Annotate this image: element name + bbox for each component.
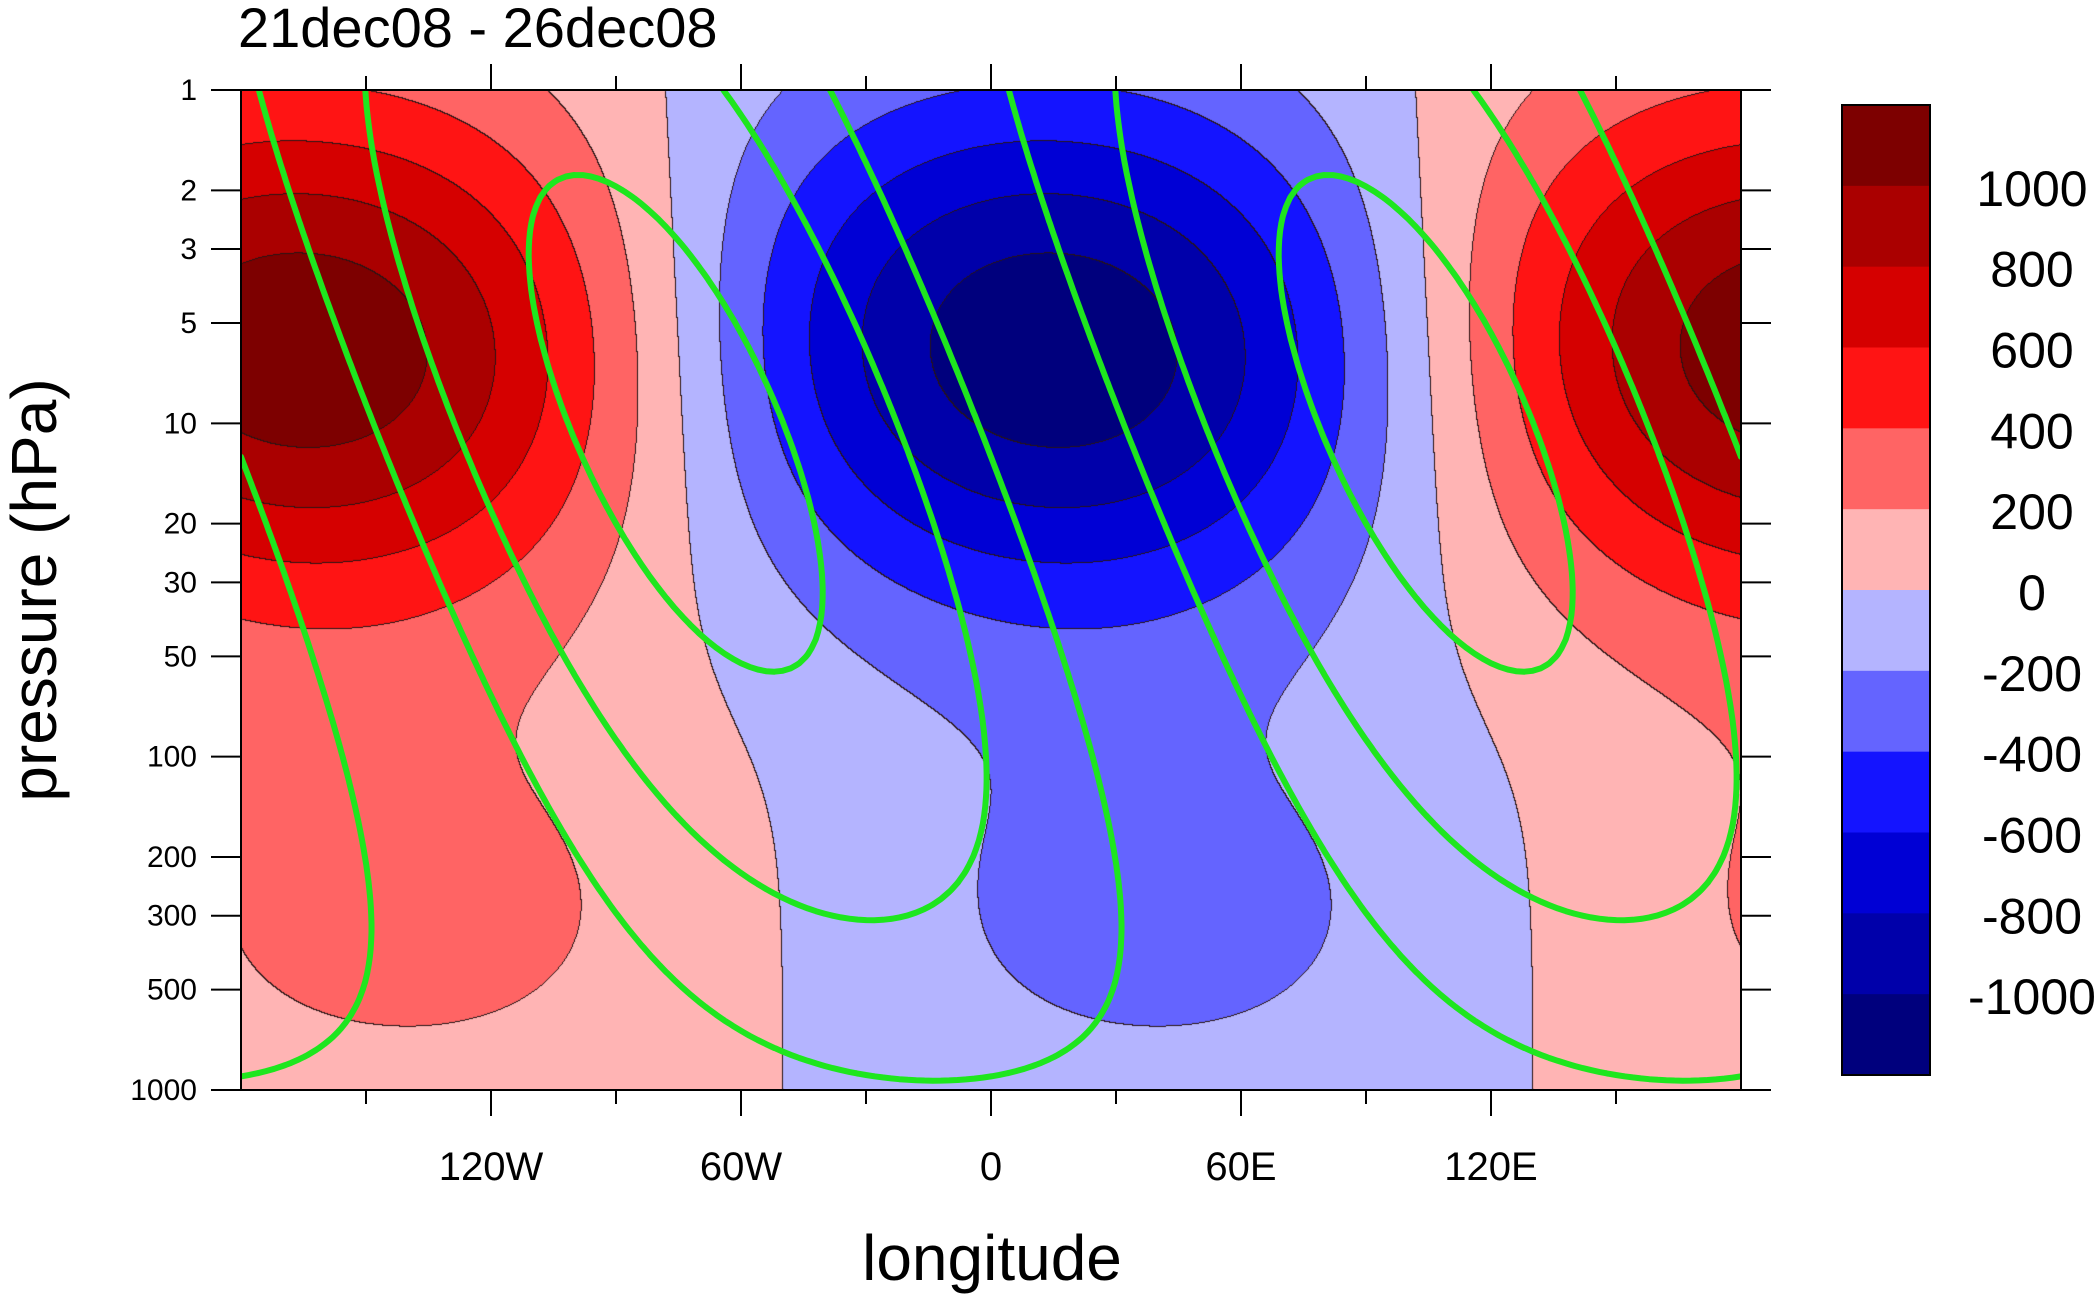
y-tick-11: 500 <box>147 974 1771 1007</box>
y-tick-1: 2 <box>180 174 1771 207</box>
solid-contour-4 <box>1112 90 1740 924</box>
colorbar-swatch-4 <box>1842 428 1930 510</box>
colorbar-label: 800 <box>1990 242 2073 298</box>
dashed-contour-2 <box>255 90 1125 1084</box>
y-tick-label: 5 <box>180 307 197 340</box>
y-tick-label: 2 <box>180 174 197 207</box>
x-tick-label: 60W <box>700 1145 782 1189</box>
colorbar-label: 600 <box>1990 323 2073 379</box>
x-tick-label: 120E <box>1444 1145 1537 1189</box>
colorbar-swatch-3 <box>1842 347 1930 429</box>
filled-contour-field <box>241 90 1741 1090</box>
y-tick-label: 100 <box>147 741 197 774</box>
colorbar-swatch-1 <box>1842 185 1930 268</box>
y-tick-8: 100 <box>147 741 1771 774</box>
y-tick-label: 200 <box>147 841 197 874</box>
colorbar-swatch-6 <box>1842 590 1930 672</box>
y-tick-label: 30 <box>164 566 197 599</box>
colorbar-swatch-8 <box>1842 751 1930 833</box>
x-tick-2: 0 <box>980 64 1002 1189</box>
colorbar-swatch-5 <box>1842 509 1930 591</box>
y-tick-7: 50 <box>164 640 1771 673</box>
y-tick-10: 300 <box>147 900 1771 933</box>
y-tick-12: 1000 <box>130 1074 1771 1107</box>
x-tick-3: 60E <box>1205 64 1277 1189</box>
colorbar-frame <box>1841 104 1931 1076</box>
colorbar-swatch-10 <box>1842 913 1930 995</box>
y-tick-6: 30 <box>164 566 1771 599</box>
y-tick-5: 20 <box>164 508 1771 541</box>
x-tick-label: 120W <box>439 1145 544 1189</box>
x-tick-label: 0 <box>980 1145 1002 1189</box>
overlay-contours <box>241 90 1741 1084</box>
x-axis-label: longitude <box>862 1222 1122 1294</box>
y-tick-label: 50 <box>164 640 197 673</box>
y-axis-label: pressure (hPa) <box>0 378 70 801</box>
plot-area <box>241 90 1741 1090</box>
y-tick-0: 1 <box>180 74 1771 107</box>
colorbar-swatch-11 <box>1842 994 1930 1076</box>
colorbar: 1000 800 600 400 200 0 -200 -400 -600 -800 -1000 <box>1841 104 2096 1076</box>
y-tick-9: 200 <box>147 841 1771 874</box>
x-tick-label: 60E <box>1205 1145 1276 1189</box>
colorbar-label: -1000 <box>1968 969 2096 1025</box>
colorbar-label: -800 <box>1982 888 2082 944</box>
colorbar-label: 200 <box>1990 484 2073 540</box>
colorbar-swatch-7 <box>1842 670 1930 753</box>
x-tick-4: 120E <box>1444 64 1538 1189</box>
y-tick-label: 300 <box>147 900 197 933</box>
x-tick-0: 120W <box>439 64 544 1189</box>
dashed-contour-1 <box>362 90 990 924</box>
colorbar-label: 400 <box>1990 403 2073 459</box>
colorbar-label: 0 <box>2018 565 2046 621</box>
colorbar-swatch-9 <box>1842 832 1930 914</box>
y-tick-label: 3 <box>180 233 197 266</box>
y-tick-label: 500 <box>147 974 197 1007</box>
axes: 120W 60W 0 60E 120E 1 2 3 5 10 20 30 50 100 200 300 500 1… <box>130 64 1771 1189</box>
y-tick-label: 1 <box>180 74 197 107</box>
dashed-contour-0 <box>525 172 826 675</box>
chart-title: 21dec08 - 26dec08 <box>238 0 718 59</box>
colorbar-label: -600 <box>1982 808 2082 864</box>
y-tick-label: 20 <box>164 508 197 541</box>
x-tick-1: 60W <box>700 64 782 1189</box>
colorbar-swatch-0 <box>1842 105 1930 187</box>
colorbar-label: -200 <box>1982 646 2082 702</box>
colorbar-label: 1000 <box>1976 161 2087 217</box>
y-tick-label: 1000 <box>130 1074 197 1107</box>
solid-contour-3 <box>241 90 1741 1084</box>
solid-contour-5 <box>1275 172 1576 675</box>
y-tick-4: 10 <box>164 407 1771 440</box>
colorbar-swatch-2 <box>1842 266 1930 348</box>
y-tick-2: 3 <box>180 233 1771 266</box>
colorbar-label: -400 <box>1982 727 2082 783</box>
y-tick-3: 5 <box>180 307 1771 340</box>
y-tick-label: 10 <box>164 407 197 440</box>
